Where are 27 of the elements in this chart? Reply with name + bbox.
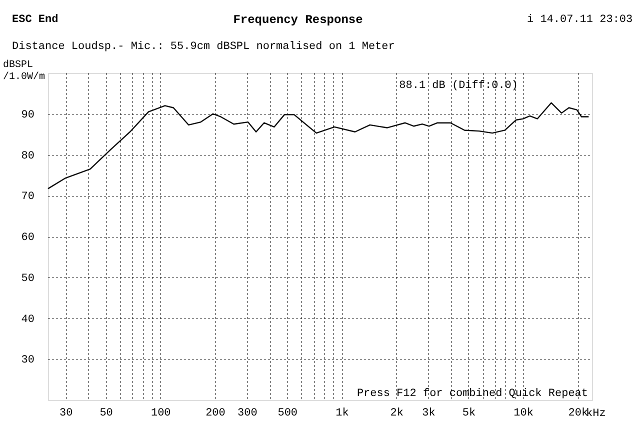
y-tick-label: 70 (21, 191, 34, 204)
annotation: Press F12 for combined Quick Repeat (356, 388, 588, 400)
x-tick-label: 1k (336, 408, 350, 420)
x-tick-label: 20k (568, 408, 588, 420)
x-tick-label: 10k (514, 408, 534, 420)
x-tick-label: 3k (422, 408, 436, 420)
text: ESC End (12, 14, 58, 26)
y-tick-label: 90 (21, 109, 34, 122)
x-tick-label: 50 (100, 408, 113, 420)
chart-title: Frequency Response (233, 13, 363, 27)
y-tick-label: 50 (21, 272, 34, 285)
x-axis-title: kHz (586, 408, 606, 420)
text: Distance Loudsp.- Mic.: 55.9cm dBSPL normalised on 1 Meter (12, 41, 395, 53)
x-tick-label: 200 (206, 408, 226, 420)
x-tick-label: 100 (150, 408, 171, 420)
y-tick-label: 80 (21, 150, 34, 162)
annotation: 88.1 dB (Diff:0.0) (399, 80, 518, 92)
text: i 14.07.11 23:03 (527, 14, 633, 26)
x-tick-label: 5k (462, 408, 476, 420)
y-tick-label: 30 (21, 354, 34, 367)
x-tick-label: 500 (278, 408, 298, 420)
x-tick-label: 30 (59, 408, 73, 420)
y-axis-title: dBSPL /1.0W/m (3, 59, 46, 83)
x-tick-label: 300 (238, 408, 258, 420)
y-tick-label: 40 (21, 314, 34, 326)
x-tick-label: 2k (390, 408, 404, 420)
y-tick-label: 60 (21, 232, 34, 244)
